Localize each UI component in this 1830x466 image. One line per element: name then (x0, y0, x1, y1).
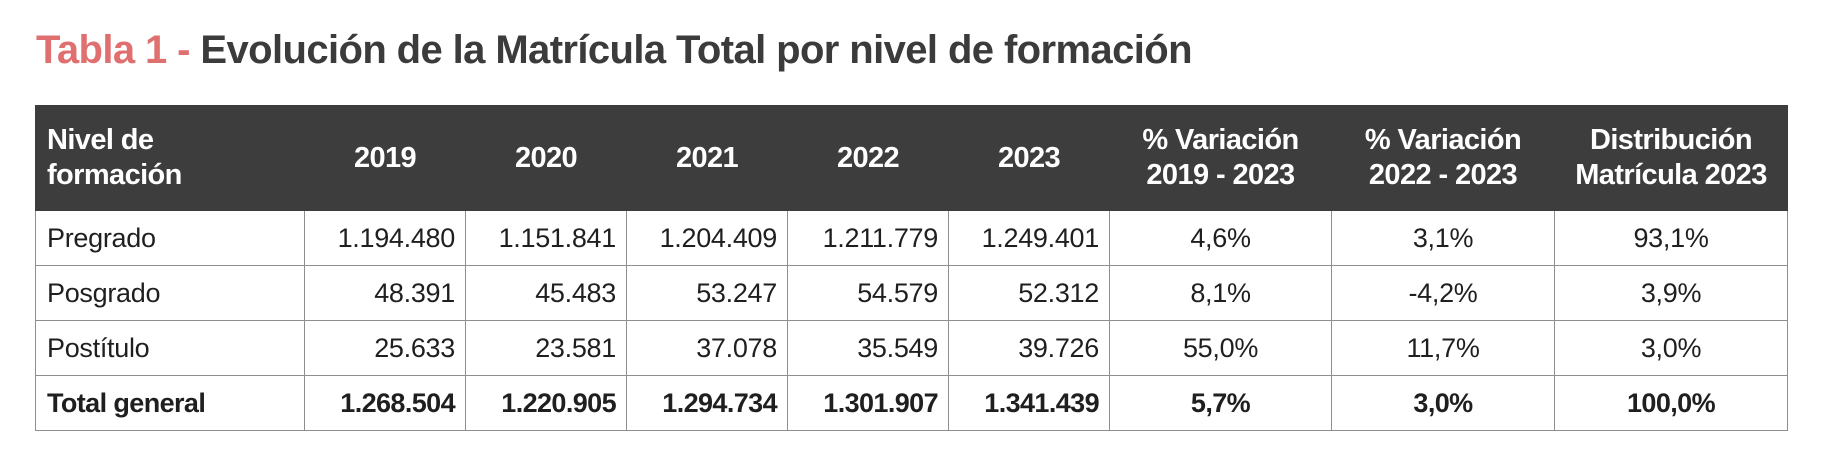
cell-2023: 39.726 (948, 320, 1110, 376)
header-2021: 2021 (626, 105, 788, 211)
cell-distribution: 3,9% (1554, 265, 1788, 321)
cell-2021: 53.247 (626, 265, 788, 321)
header-level: Nivel de formación (35, 105, 305, 211)
cell-distribution: 93,1% (1554, 210, 1788, 266)
table-row: Postítulo 25.633 23.581 37.078 35.549 39… (35, 320, 1788, 376)
table-caption: Evolución de la Matrícula Total por nive… (200, 28, 1192, 72)
header-variation-2022-2023: % Variación 2022 - 2023 (1331, 105, 1555, 211)
header-var1923-line2: 2019 - 2023 (1146, 159, 1295, 191)
cell-2020: 1.151.841 (465, 210, 627, 266)
total-2021: 1.294.734 (626, 375, 788, 431)
cell-distribution: 3,0% (1554, 320, 1788, 376)
total-2019: 1.268.504 (304, 375, 466, 431)
total-label: Total general (35, 375, 305, 431)
cell-var-2022-2023: 11,7% (1331, 320, 1555, 376)
total-2022: 1.301.907 (787, 375, 949, 431)
cell-2020: 23.581 (465, 320, 627, 376)
cell-2019: 1.194.480 (304, 210, 466, 266)
cell-2022: 35.549 (787, 320, 949, 376)
header-2019: 2019 (304, 105, 466, 211)
cell-var-2019-2023: 4,6% (1109, 210, 1332, 266)
header-var2223-line1: % Variación (1364, 124, 1522, 156)
header-2020: 2020 (465, 105, 627, 211)
table-number: Tabla 1 - (36, 28, 201, 72)
table-row: Pregrado 1.194.480 1.151.841 1.204.409 1… (35, 210, 1788, 266)
cell-var-2019-2023: 55,0% (1109, 320, 1332, 376)
cell-var-2019-2023: 8,1% (1109, 265, 1332, 321)
total-row: Total general 1.268.504 1.220.905 1.294.… (35, 375, 1788, 431)
table-title: Tabla 1 - Evolución de la Matrícula Tota… (36, 28, 1193, 73)
header-dist-line2: Matrícula 2023 (1575, 159, 1767, 191)
row-label: Postítulo (35, 320, 305, 376)
header-2022: 2022 (787, 105, 949, 211)
header-var2223-line2: 2022 - 2023 (1368, 159, 1518, 191)
cell-2020: 45.483 (465, 265, 627, 321)
enrollment-table: Nivel de formación 2019 2020 2021 2022 2… (35, 105, 1788, 431)
header-var1923-line1: % Variación (1142, 124, 1299, 156)
header-row: Nivel de formación 2019 2020 2021 2022 2… (35, 105, 1788, 211)
cell-2021: 1.204.409 (626, 210, 788, 266)
row-label: Pregrado (35, 210, 305, 266)
cell-2023: 1.249.401 (948, 210, 1110, 266)
total-var-2022-2023: 3,0% (1331, 375, 1555, 431)
cell-2019: 48.391 (304, 265, 466, 321)
header-2023: 2023 (948, 105, 1110, 211)
cell-var-2022-2023: 3,1% (1331, 210, 1555, 266)
header-distribution-2023: Distribución Matrícula 2023 (1554, 105, 1788, 211)
cell-2019: 25.633 (304, 320, 466, 376)
total-2020: 1.220.905 (465, 375, 627, 431)
header-variation-2019-2023: % Variación 2019 - 2023 (1109, 105, 1332, 211)
header-level-line1: Nivel de (47, 124, 154, 156)
total-2023: 1.341.439 (948, 375, 1110, 431)
cell-2022: 1.211.779 (787, 210, 949, 266)
row-label: Posgrado (35, 265, 305, 321)
cell-2021: 37.078 (626, 320, 788, 376)
header-level-line2: formación (47, 159, 182, 191)
total-var-2019-2023: 5,7% (1109, 375, 1332, 431)
cell-2023: 52.312 (948, 265, 1110, 321)
cell-var-2022-2023: -4,2% (1331, 265, 1555, 321)
total-distribution: 100,0% (1554, 375, 1788, 431)
header-dist-line1: Distribución (1590, 124, 1753, 156)
cell-2022: 54.579 (787, 265, 949, 321)
table-row: Posgrado 48.391 45.483 53.247 54.579 52.… (35, 265, 1788, 321)
